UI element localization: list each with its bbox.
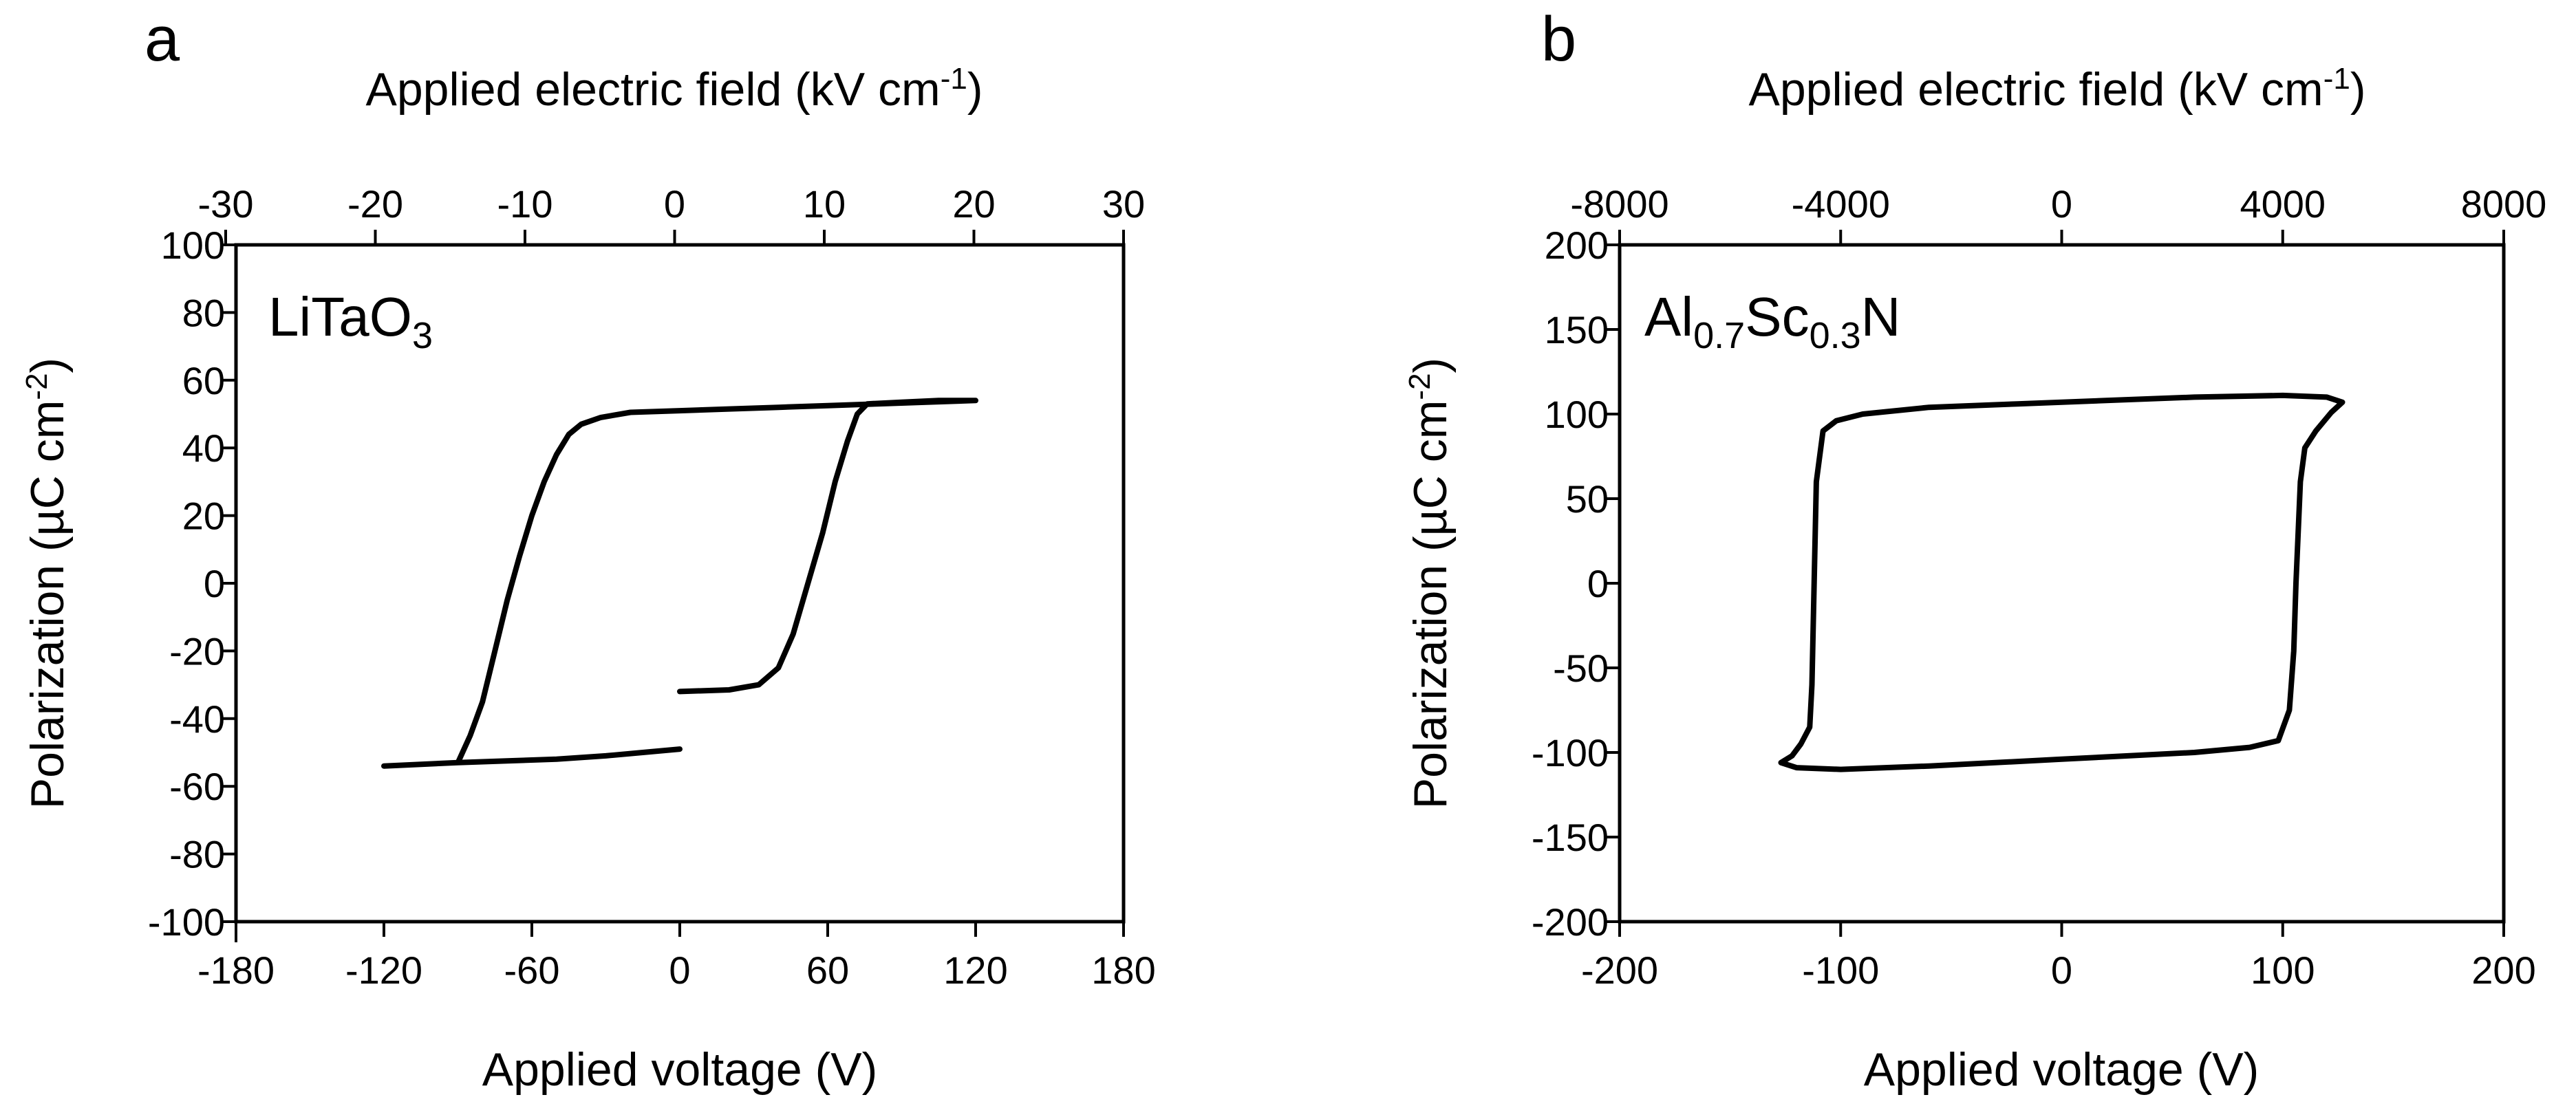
panel-b-top-tick-labels: -8000 -4000 0 4000 8000 bbox=[1570, 182, 2546, 226]
panel-a-tick-marks bbox=[221, 230, 1125, 937]
panel-a-top-tick-label: -10 bbox=[497, 182, 553, 226]
panel-b-x-axis-label: Applied voltage (V) bbox=[1864, 1043, 2260, 1096]
panel-b-y-axis-label: Polarization (µC cm-2) bbox=[1403, 358, 1457, 809]
panel-b-y-tick-label: 150 bbox=[1545, 308, 1609, 351]
panel-a-top-tick-labels: -30 -20 -10 0 10 20 30 bbox=[198, 182, 1146, 226]
panel-b-tick-marks bbox=[1604, 230, 2505, 937]
panel-b: b Applied electric field (kV cm-1) -8000… bbox=[1403, 4, 2546, 1096]
panel-a-top-axis-label: Applied electric field (kV cm-1) bbox=[366, 62, 983, 116]
panel-a-x-tick-label: -120 bbox=[345, 948, 422, 992]
panel-b-top-tick-label: -8000 bbox=[1570, 182, 1668, 226]
panel-b-top-tick-label: -4000 bbox=[1792, 182, 1890, 226]
panel-b-y-tick-label: 50 bbox=[1566, 477, 1609, 521]
panel-b-hysteresis-loop bbox=[1778, 392, 2346, 772]
panel-b-letter: b bbox=[1541, 4, 1576, 74]
panel-b-y-tick-label: -50 bbox=[1553, 647, 1609, 690]
panel-a-y-tick-label: -20 bbox=[169, 629, 225, 673]
panel-b-y-tick-label: 100 bbox=[1545, 393, 1609, 436]
panel-a-x-tick-label: 60 bbox=[806, 948, 849, 992]
panel-b-x-tick-label: 0 bbox=[2051, 948, 2072, 992]
panel-a-y-axis-label: Polarization (µC cm-2) bbox=[20, 358, 74, 809]
panel-b-x-tick-label: -100 bbox=[1802, 948, 1879, 992]
panel-a: a Applied electric field (kV cm-1) -30 -2… bbox=[20, 4, 1156, 1096]
panel-a-top-tick-label: 20 bbox=[952, 182, 995, 226]
panel-b-material-label: Al0.7Sc0.3N bbox=[1644, 286, 1900, 356]
panel-a-y-tick-label: -40 bbox=[169, 697, 225, 741]
panel-a-x-axis-label: Applied voltage (V) bbox=[482, 1043, 878, 1096]
panel-b-top-tick-label: 8000 bbox=[2461, 182, 2547, 226]
panel-b-y-tick-label: 200 bbox=[1545, 224, 1609, 267]
panel-a-x-tick-label: 0 bbox=[669, 948, 690, 992]
panel-a-y-tick-label: -80 bbox=[169, 833, 225, 876]
panel-a-x-tick-label: 120 bbox=[943, 948, 1007, 992]
panel-b-x-tick-labels: -200 -100 0 100 200 bbox=[1581, 948, 2536, 992]
panel-a-y-tick-label: 20 bbox=[182, 495, 225, 538]
panel-b-y-tick-label: -200 bbox=[1532, 900, 1609, 944]
panel-a-y-tick-label: -60 bbox=[169, 765, 225, 808]
panel-b-y-tick-label: -150 bbox=[1532, 816, 1609, 859]
panel-b-x-tick-label: 200 bbox=[2471, 948, 2535, 992]
panel-a-top-tick-label: 0 bbox=[664, 182, 685, 226]
panel-a-y-tick-label: -100 bbox=[148, 900, 225, 944]
panel-a-x-tick-labels: -180 -120 -60 0 60 120 180 bbox=[197, 948, 1156, 992]
panel-b-y-tick-label: -100 bbox=[1532, 731, 1609, 774]
panel-a-y-tick-label: 100 bbox=[161, 224, 225, 267]
panel-b-top-tick-label: 0 bbox=[2051, 182, 2072, 226]
panel-a-top-tick-label: -30 bbox=[198, 182, 254, 226]
panel-b-x-tick-label: 100 bbox=[2251, 948, 2315, 992]
panel-a-x-tick-label: 180 bbox=[1091, 948, 1155, 992]
panel-a-y-tick-label: 60 bbox=[182, 359, 225, 402]
panel-a-hysteresis-loop bbox=[381, 398, 978, 769]
panel-b-x-tick-label: -200 bbox=[1581, 948, 1658, 992]
panel-b-top-axis-label: Applied electric field (kV cm-1) bbox=[1749, 62, 2366, 116]
panel-a-x-tick-label: -60 bbox=[504, 948, 560, 992]
panel-a-y-tick-label: 40 bbox=[182, 426, 225, 470]
panel-a-y-tick-label: 80 bbox=[182, 291, 225, 334]
panel-b-top-tick-label: 4000 bbox=[2240, 182, 2326, 226]
panel-a-top-tick-label: 30 bbox=[1102, 182, 1145, 226]
panel-a-material-label: LiTaO3 bbox=[268, 286, 433, 356]
panel-a-letter: a bbox=[144, 4, 180, 74]
panel-a-top-tick-label: -20 bbox=[347, 182, 403, 226]
panel-a-top-tick-label: 10 bbox=[803, 182, 846, 226]
panel-a-x-tick-label: -180 bbox=[197, 948, 275, 992]
